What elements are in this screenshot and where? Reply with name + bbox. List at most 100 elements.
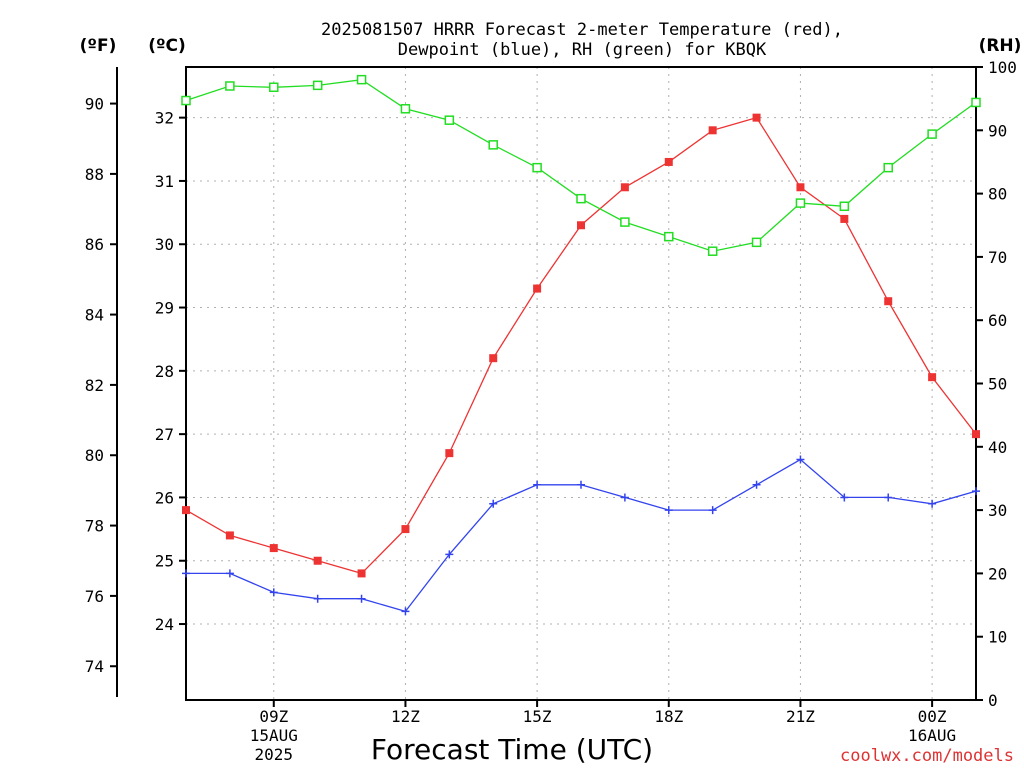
fahrenheit-tick-label: 76 (85, 587, 104, 606)
celsius-tick-label: 32 (155, 109, 174, 128)
rh-point (181, 95, 191, 106)
dewpoint-point (752, 480, 761, 489)
chart-title-line-1: 2025081507 HRRR Forecast 2-meter Tempera… (321, 20, 843, 40)
celsius-tick-label: 30 (155, 235, 174, 254)
rh-tick-label: 10 (988, 628, 1007, 647)
rh-tick-label: 50 (988, 375, 1007, 394)
rh-tick-label: 90 (988, 121, 1007, 140)
rh-point (356, 74, 367, 85)
rh-point (751, 237, 762, 248)
fahrenheit-tick-label: 90 (85, 95, 104, 114)
dewpoint-point (269, 588, 278, 597)
rh-point (707, 246, 718, 256)
x-tick-date-label: 2025 (255, 745, 294, 764)
fahrenheit-tick-label: 86 (85, 235, 104, 254)
rh-point (839, 201, 850, 212)
fahrenheit-tick-label: 84 (85, 306, 104, 325)
rh-tick-label: 60 (988, 311, 1007, 330)
x-tick-date-label: 16AUG (908, 726, 956, 745)
temperature-point (225, 531, 234, 540)
temperature-point (840, 214, 849, 223)
dewpoint-point (796, 455, 805, 464)
fahrenheit-tick-label: 74 (85, 657, 104, 676)
dewpoint-point (840, 493, 849, 502)
rh-unit-label: (RH) (979, 36, 1022, 56)
rh-tick-label: 40 (988, 438, 1007, 457)
dewpoint-point (357, 594, 366, 603)
fahrenheit-tick-label: 88 (85, 165, 104, 184)
x-tick-label: 15Z (523, 707, 552, 726)
temperature-point (752, 113, 761, 122)
celsius-tick-label: 28 (155, 362, 174, 381)
temperature-point (182, 506, 190, 515)
rh-point (576, 193, 586, 204)
celsius-tick-label: 25 (155, 552, 174, 571)
dewpoint-point (489, 499, 498, 508)
celsius-unit-label: (ºC) (148, 36, 186, 56)
dewpoint-point (884, 493, 893, 502)
axes-layer: 74 76 78 80 82 84 86 88 90 24 25 26 27 28 29 30 31 32 0 10 2… (85, 58, 1017, 764)
celsius-tick-label: 27 (155, 425, 174, 444)
dewpoint-point (225, 569, 234, 578)
rh-tick-label: 80 (988, 185, 1007, 204)
dewpoint-point (708, 506, 717, 515)
dewpoint-point (445, 550, 454, 559)
plot-frame (185, 66, 977, 701)
x-tick-label: 12Z (391, 707, 420, 726)
temperature-point (313, 556, 322, 565)
rh-point (444, 115, 455, 125)
series-layer (181, 74, 981, 616)
fahrenheit-tick-label: 78 (85, 517, 104, 536)
rh-point (488, 140, 498, 150)
temperature-point (928, 373, 937, 382)
chart-title-line-2: Dewpoint (blue), RH (green) for KBQK (398, 40, 767, 60)
temperature-point (972, 430, 980, 439)
rh-point (620, 217, 630, 227)
rh-tick-label: 0 (988, 691, 998, 710)
temperature-point (357, 569, 366, 578)
grid-layer (186, 67, 976, 700)
celsius-tick-label: 24 (155, 615, 174, 634)
fahrenheit-tick-label: 82 (85, 376, 104, 395)
rh-point (269, 82, 279, 93)
x-tick-label: 21Z (786, 707, 815, 726)
rh-point (532, 162, 542, 173)
celsius-tick-label: 29 (155, 299, 174, 318)
x-tick-date-label: 15AUG (250, 726, 298, 745)
dewpoint-point (972, 487, 980, 496)
temperature-point (489, 354, 498, 363)
rh-point (883, 162, 893, 173)
temperature-point (708, 126, 717, 135)
temperature-point (269, 544, 278, 553)
temperature-point (445, 449, 454, 458)
dewpoint-point (620, 493, 629, 502)
fahrenheit-tick-label: 80 (85, 446, 104, 465)
rh-point (971, 97, 981, 108)
celsius-tick-label: 31 (155, 172, 174, 191)
temperature-point (401, 525, 410, 534)
rh-point (927, 129, 937, 139)
rh-point (312, 80, 323, 91)
rh-point (664, 231, 674, 242)
rh-tick-label: 30 (988, 501, 1007, 520)
x-tick-label: 00Z (918, 707, 947, 726)
temperature-point (533, 284, 542, 293)
dewpoint-point (577, 480, 585, 489)
rh-tick-label: 100 (988, 58, 1017, 77)
temperature-point (620, 183, 629, 192)
dewpoint-point (928, 499, 937, 508)
dewpoint-point (401, 607, 410, 616)
rh-point (795, 198, 806, 208)
x-tick-label: 18Z (654, 707, 683, 726)
source-credit: coolwx.com/models (840, 746, 1014, 766)
rh-point (225, 81, 235, 91)
dewpoint-point (313, 594, 322, 603)
rh-tick-label: 20 (988, 564, 1007, 583)
temperature-point (884, 297, 893, 306)
temperature-series-line (185, 116, 977, 575)
fahrenheit-unit-label: (ºF) (80, 36, 117, 56)
celsius-tick-label: 26 (155, 488, 174, 507)
dewpoint-point (182, 569, 190, 578)
dewpoint-point (533, 480, 542, 489)
rh-tick-label: 70 (988, 248, 1007, 267)
